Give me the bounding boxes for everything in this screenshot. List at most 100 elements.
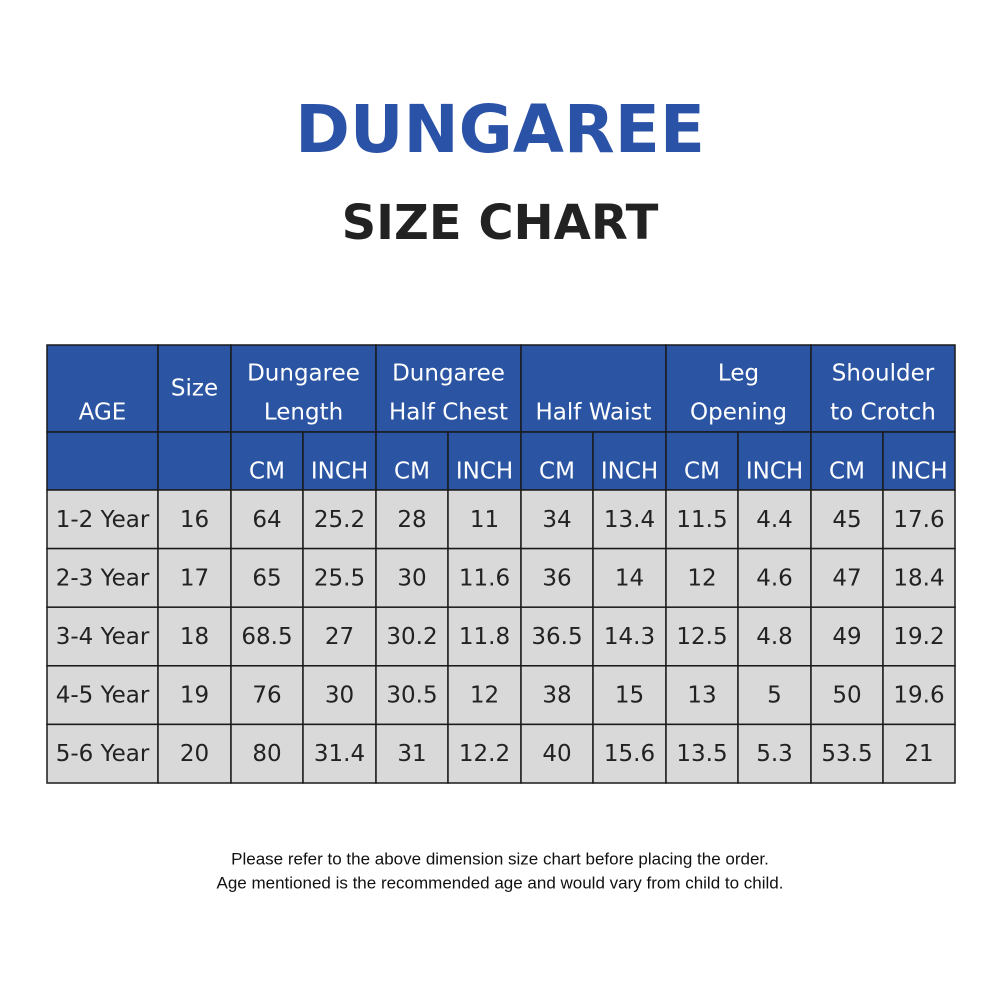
unit-cell [230, 431, 304, 491]
cell-text: 17 [180, 565, 209, 591]
cell-text: 13 [687, 683, 716, 709]
data-cell [810, 606, 884, 667]
cell-text: 4.4 [756, 507, 793, 533]
header-label: to Crotch [830, 400, 936, 426]
data-cell [302, 489, 377, 550]
data-cell [592, 606, 667, 667]
cell-text: 5.3 [756, 741, 793, 767]
cell-text: 31.4 [314, 741, 365, 767]
cell-text: 12.2 [459, 741, 510, 767]
cell-text: 27 [325, 624, 354, 650]
cell-text: 17.6 [893, 507, 944, 533]
header-label: Half Chest [389, 400, 508, 426]
cell-text: 5 [767, 683, 782, 709]
unit-label: INCH [456, 459, 513, 485]
data-cell [46, 547, 159, 608]
cell-text: 19.2 [893, 624, 944, 650]
cell-text: 21 [904, 741, 933, 767]
cell-text: 31 [397, 741, 426, 767]
cell-text: 53.5 [821, 741, 872, 767]
data-cell [882, 665, 956, 726]
cell-text: 50 [832, 683, 861, 709]
data-cell [737, 665, 812, 726]
unit-cell [882, 431, 956, 491]
unit-label: CM [394, 459, 430, 485]
unit-label: CM [829, 459, 865, 485]
data-cell [665, 665, 739, 726]
data-cell [157, 665, 232, 726]
data-cell [46, 489, 159, 550]
cell-text: 14 [615, 565, 644, 591]
unit-label: CM [539, 459, 575, 485]
data-cell [810, 723, 884, 784]
title: DUNGAREE [295, 91, 705, 168]
cell-text: 65 [252, 565, 281, 591]
data-cell [592, 489, 667, 550]
header-label: Leg [718, 361, 759, 387]
unit-cell [157, 431, 232, 491]
data-cell [520, 665, 594, 726]
unit-cell [592, 431, 667, 491]
cell-text: 13.4 [604, 507, 655, 533]
cell-text: 76 [252, 683, 281, 709]
cell-text: 11.5 [676, 507, 727, 533]
data-cell [665, 489, 739, 550]
cell-text: 15 [615, 683, 644, 709]
cell-text: 30 [397, 565, 426, 591]
cell-text: 28 [397, 507, 426, 533]
data-cell [157, 606, 232, 667]
data-cell [447, 606, 522, 667]
header-label: AGE [79, 400, 127, 426]
cell-text: 36.5 [531, 624, 582, 650]
unit-cell [810, 431, 884, 491]
header-label: Dungaree [247, 361, 360, 387]
data-cell [447, 723, 522, 784]
cell-text: 25.5 [314, 565, 365, 591]
cell-text: 64 [252, 507, 281, 533]
cell-text: 30.5 [386, 683, 437, 709]
cell-text: 11 [470, 507, 499, 533]
data-cell [157, 723, 232, 784]
cell-text: 16 [180, 507, 209, 533]
data-cell [810, 665, 884, 726]
unit-cell [520, 431, 594, 491]
data-cell [882, 489, 956, 550]
footer-note: Please refer to the above dimension size… [231, 849, 769, 868]
data-cell [447, 489, 522, 550]
data-cell [520, 723, 594, 784]
cell-text: 14.3 [604, 624, 655, 650]
cell-text: 11.6 [459, 565, 510, 591]
cell-text: 11.8 [459, 624, 510, 650]
cell-text: 25.2 [314, 507, 365, 533]
data-cell [447, 665, 522, 726]
data-cell [592, 723, 667, 784]
data-cell [882, 547, 956, 608]
unit-cell [302, 431, 377, 491]
cell-text: 13.5 [676, 741, 727, 767]
unit-cell [46, 431, 159, 491]
header-label: Size [171, 376, 218, 402]
unit-label: INCH [746, 459, 803, 485]
data-cell [230, 606, 304, 667]
cell-text: 4-5 Year [56, 683, 150, 709]
cell-text: 3-4 Year [56, 624, 150, 650]
unit-label: INCH [311, 459, 368, 485]
cell-text: 34 [542, 507, 571, 533]
data-cell [882, 723, 956, 784]
cell-text: 38 [542, 683, 571, 709]
header-label: Shoulder [832, 361, 935, 387]
header-cell [46, 344, 159, 433]
cell-text: 18 [180, 624, 209, 650]
data-cell [375, 665, 449, 726]
data-cell [302, 723, 377, 784]
cell-text: 47 [832, 565, 861, 591]
cell-text: 1-2 Year [56, 507, 150, 533]
unit-label: CM [684, 459, 720, 485]
cell-text: 18.4 [893, 565, 944, 591]
cell-text: 12 [470, 683, 499, 709]
unit-label: INCH [890, 459, 947, 485]
cell-text: 30.2 [386, 624, 437, 650]
data-cell [157, 547, 232, 608]
unit-cell [375, 431, 449, 491]
